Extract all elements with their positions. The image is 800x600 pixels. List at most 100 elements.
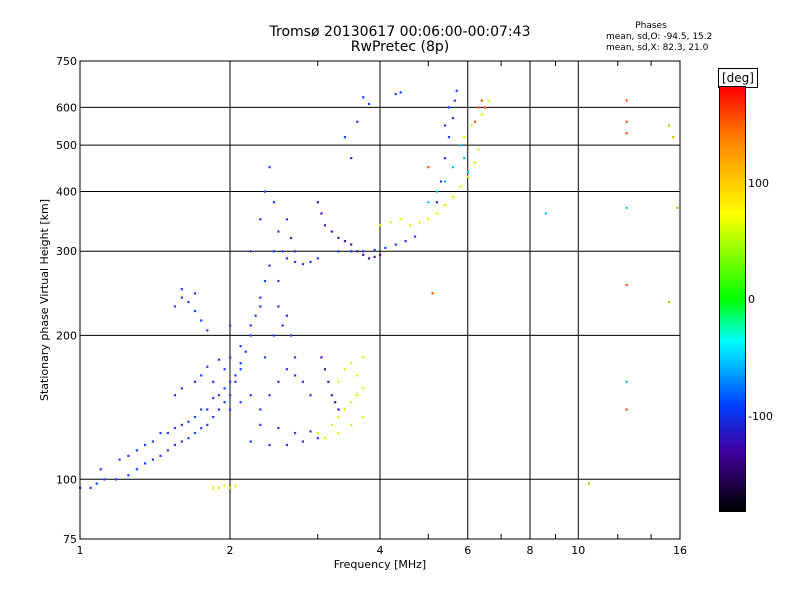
data-point [373, 248, 376, 252]
data-point [477, 148, 480, 151]
data-point [259, 408, 262, 411]
phase-stats: Phases mean, sd,O: -94.5, 15.2 mean, sd,… [606, 21, 712, 54]
data-point [337, 408, 340, 411]
data-point [187, 300, 190, 304]
data-point [320, 356, 323, 359]
data-point [587, 482, 591, 485]
data-point [309, 260, 312, 264]
data-point [239, 368, 242, 371]
data-point [466, 175, 469, 178]
data-point [200, 319, 203, 322]
data-point [356, 374, 359, 377]
data-point [239, 362, 242, 365]
data-point [272, 250, 276, 253]
data-point [95, 482, 98, 485]
data-point [166, 431, 169, 435]
data-point [285, 443, 288, 447]
data-point [212, 380, 215, 383]
data-point [435, 201, 438, 204]
data-point [362, 250, 365, 253]
data-point [459, 185, 462, 188]
data-point [466, 170, 469, 173]
grid-lines [80, 61, 680, 539]
data-point [327, 380, 330, 383]
data-point [151, 458, 155, 461]
data-point [234, 484, 237, 487]
data-point [394, 92, 397, 96]
data-point [254, 314, 257, 317]
data-point [239, 401, 242, 404]
colorbar-tick-minus100: -100 [748, 410, 773, 423]
data-point [409, 224, 412, 227]
colorbar [719, 86, 746, 512]
data-point [293, 250, 297, 253]
data-point [293, 260, 297, 264]
data-point [229, 324, 232, 327]
data-point [263, 190, 267, 193]
data-point [316, 431, 319, 435]
data-point [667, 300, 671, 304]
data-point [285, 368, 288, 371]
data-point [293, 356, 297, 359]
data-point [480, 113, 483, 116]
data-point [180, 296, 183, 299]
plot-frame [79, 60, 681, 540]
data-point [249, 250, 252, 253]
data-point [625, 380, 628, 383]
data-point [672, 136, 675, 139]
data-point [473, 161, 477, 164]
data-point [470, 124, 473, 127]
data-point [239, 345, 242, 348]
data-point [259, 305, 262, 308]
data-point [443, 157, 447, 160]
data-point [367, 257, 371, 260]
data-point [362, 387, 365, 390]
data-point [443, 124, 447, 127]
colorbar-label: [deg] [718, 68, 758, 88]
data-point [135, 468, 138, 471]
data-point [268, 443, 271, 447]
data-point [413, 235, 417, 238]
data-point [309, 430, 312, 433]
colorbar-tick-0: 0 [748, 293, 755, 306]
data-point [301, 263, 305, 266]
data-points [79, 89, 679, 489]
colorbar-tick-100: 100 [748, 177, 769, 190]
data-point [394, 243, 397, 246]
data-point [259, 296, 262, 299]
data-point [362, 253, 365, 256]
data-point [277, 380, 280, 383]
data-point [285, 218, 288, 221]
data-point [625, 120, 628, 123]
data-point [200, 427, 203, 430]
data-point [427, 218, 430, 221]
data-point [193, 292, 197, 295]
stats-line-x: mean, sd,X: 82.3, 21.0 [606, 43, 709, 53]
data-point [379, 224, 382, 227]
data-point [625, 408, 628, 411]
y-tick-label: 600 [56, 101, 77, 114]
y-tick-label: 400 [56, 185, 77, 198]
y-tick-label: 100 [56, 473, 77, 486]
data-point [447, 136, 451, 139]
data-point [114, 478, 118, 481]
y-axis-label: Stationary phase Virtual Height [km] [38, 199, 51, 401]
data-point [427, 201, 430, 204]
data-point [223, 387, 226, 390]
data-point [323, 436, 327, 440]
data-point [367, 102, 371, 106]
data-point [229, 356, 232, 359]
data-point [99, 468, 102, 471]
data-point [277, 427, 280, 430]
data-point [143, 443, 147, 447]
data-point [249, 440, 252, 443]
data-point [362, 356, 365, 359]
data-point [159, 431, 162, 435]
data-point [323, 224, 327, 227]
data-point [173, 443, 177, 447]
x-tick-label: 6 [464, 544, 471, 557]
data-point [330, 423, 333, 427]
data-point [477, 106, 480, 109]
data-point [356, 120, 359, 123]
